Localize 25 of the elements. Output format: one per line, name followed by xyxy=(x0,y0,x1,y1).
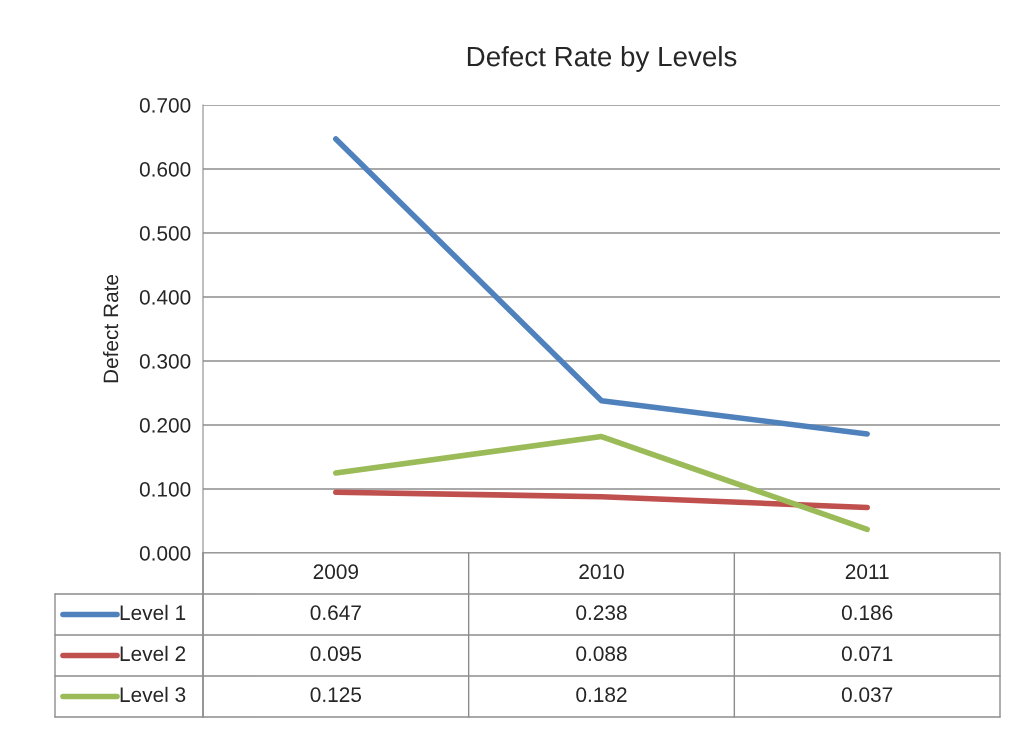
legend-label: Level 1 xyxy=(120,604,186,621)
y-tick-label: 0.300 xyxy=(139,354,191,369)
x-tick-label: 2011 xyxy=(845,564,889,580)
data-label: 0.186 xyxy=(841,605,893,621)
data-label: 0.088 xyxy=(576,646,627,662)
data-label: 0.095 xyxy=(310,646,362,662)
data-label: 0.238 xyxy=(576,605,627,621)
data-label: 0.182 xyxy=(576,687,627,703)
y-axis-title: Defect Rate xyxy=(103,274,119,383)
data-label: 0.647 xyxy=(310,605,361,621)
y-tick-label: 0.400 xyxy=(139,290,191,305)
chart-title: Defect Rate by Levels xyxy=(467,45,737,72)
data-label: 0.071 xyxy=(841,646,893,662)
data-label: 0.037 xyxy=(841,687,893,703)
x-tick-label: 2010 xyxy=(579,564,624,580)
y-tick-label: 0.100 xyxy=(139,482,191,497)
x-tick-label: 2009 xyxy=(313,564,359,580)
legend-label: Level 2 xyxy=(120,645,186,662)
y-tick-label: 0.000 xyxy=(139,546,191,561)
y-tick-label: 0.600 xyxy=(139,162,191,177)
y-tick-label: 0.200 xyxy=(139,418,191,433)
y-tick-label: 0.500 xyxy=(139,226,191,241)
data-label: 0.125 xyxy=(310,687,362,703)
y-tick-label: 0.700 xyxy=(139,98,191,113)
legend-label: Level 3 xyxy=(120,686,186,703)
